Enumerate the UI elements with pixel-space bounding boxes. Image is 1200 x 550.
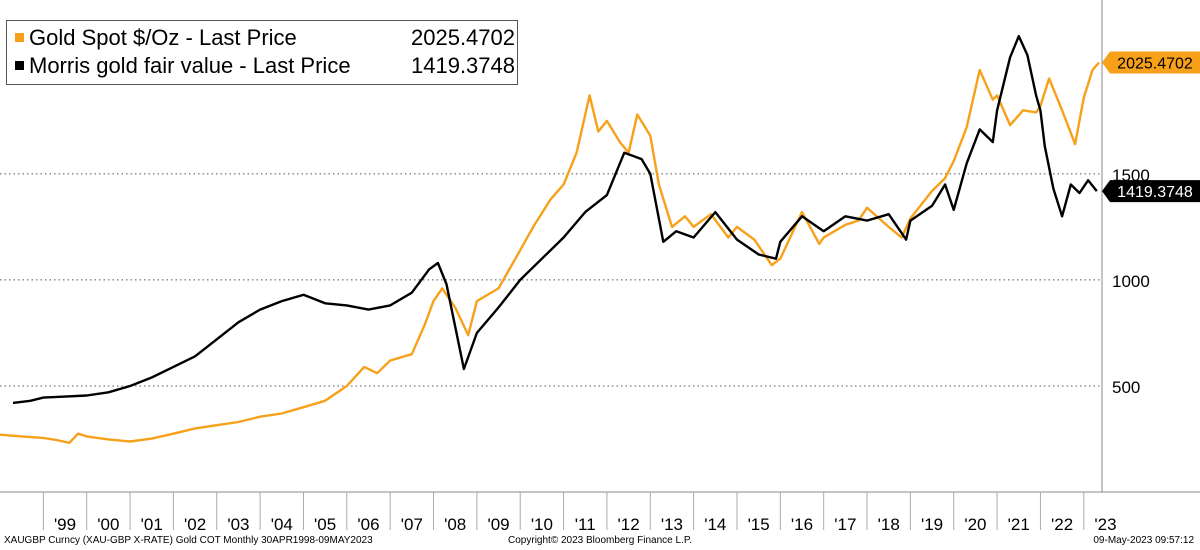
morris-fair-value-swatch xyxy=(15,61,24,70)
x-tick-label: '21 xyxy=(1008,515,1030,534)
x-tick-label: '19 xyxy=(921,515,943,534)
x-tick-label: '23 xyxy=(1094,515,1116,534)
x-tick-label: '00 xyxy=(97,515,119,534)
legend-value-morris-fair-value: 1419.3748 xyxy=(411,53,515,78)
x-tick-label: '11 xyxy=(575,515,596,534)
morris-fair-value-price-tag xyxy=(1102,180,1200,203)
gridlines xyxy=(0,173,1102,387)
x-tick-label: '04 xyxy=(271,515,293,534)
x-tick-label: '08 xyxy=(444,515,466,534)
x-tick-label: '15 xyxy=(748,515,770,534)
legend-value-gold-spot: 2025.4702 xyxy=(411,25,515,50)
legend-label-morris-fair-value: Morris gold fair value - Last Price xyxy=(29,53,351,78)
footer-copyright: Copyright© 2023 Bloomberg Finance L.P. xyxy=(508,535,692,546)
x-tick-label: '10 xyxy=(531,515,553,534)
x-tick-label: '20 xyxy=(964,515,986,534)
x-tick-label: '02 xyxy=(184,515,206,534)
morris-fair-value-price-tag-label: 1419.3748 xyxy=(1117,184,1193,201)
x-tick-label: '01 xyxy=(141,515,163,534)
x-tick-label: '03 xyxy=(227,515,249,534)
series-lines xyxy=(0,34,1100,444)
x-tick-label: '18 xyxy=(878,515,900,534)
legend: Gold Spot $/Oz - Last Price 2025.4702 Mo… xyxy=(6,20,518,85)
x-tick-label: '12 xyxy=(618,515,640,534)
gold-spot-price-tag xyxy=(1102,51,1200,74)
x-tick-label: '99 xyxy=(54,515,76,534)
x-tick-label: '06 xyxy=(357,515,379,534)
morris-fair-value-line xyxy=(12,34,1098,405)
x-tick-label: '13 xyxy=(661,515,683,534)
legend-item-morris-fair-value: Morris gold fair value - Last Price 1419… xyxy=(15,52,515,80)
y-tick-label: 500 xyxy=(1112,378,1140,397)
footer-timestamp: 09-May-2023 09:57:12 xyxy=(1093,535,1194,546)
axes: 50010001500'99'00'01'02'03'04'05'06'07'0… xyxy=(0,0,1200,534)
legend-item-gold-spot: Gold Spot $/Oz - Last Price 2025.4702 xyxy=(15,24,515,52)
x-tick-label: '14 xyxy=(704,515,726,534)
gold-spot-price-tag-label: 2025.4702 xyxy=(1117,56,1193,73)
last-price-tags: 2025.4702 1419.3748 xyxy=(1102,51,1200,203)
footer-source-note: XAUGBP Curncy (XAU-GBP X-RATE) Gold COT … xyxy=(4,535,373,546)
x-tick-label: '05 xyxy=(314,515,336,534)
gold-spot-line xyxy=(0,61,1100,444)
x-tick-label: '16 xyxy=(791,515,813,534)
x-tick-label: '22 xyxy=(1051,515,1073,534)
y-tick-label: 1000 xyxy=(1112,272,1150,291)
x-tick-label: '17 xyxy=(834,515,856,534)
legend-label-gold-spot: Gold Spot $/Oz - Last Price xyxy=(29,25,297,50)
gold-spot-swatch xyxy=(15,33,24,42)
x-tick-label: '09 xyxy=(487,515,509,534)
x-tick-label: '07 xyxy=(401,515,423,534)
